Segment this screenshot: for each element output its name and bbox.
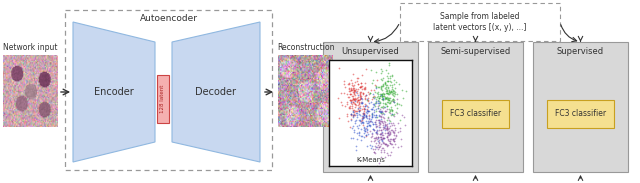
Bar — [323, 42, 418, 172]
Bar — [442, 100, 509, 128]
Text: Supervised: Supervised — [557, 46, 604, 55]
Bar — [65, 10, 272, 170]
Text: Network input: Network input — [3, 43, 58, 52]
Text: Sample from labeled
latent vectors [(x, y), ...]: Sample from labeled latent vectors [(x, … — [433, 12, 527, 32]
Bar — [428, 42, 523, 172]
Polygon shape — [73, 22, 155, 162]
Bar — [400, 3, 560, 41]
Text: Reconstruction: Reconstruction — [276, 43, 334, 52]
Bar — [533, 42, 628, 172]
Bar — [157, 75, 169, 123]
Text: FC3 classifier: FC3 classifier — [555, 109, 606, 119]
Text: Semi-supervised: Semi-supervised — [440, 46, 511, 55]
Text: FC3 classifier: FC3 classifier — [450, 109, 501, 119]
Text: Encoder: Encoder — [94, 87, 134, 97]
Text: Decoder: Decoder — [195, 87, 237, 97]
FancyArrowPatch shape — [374, 25, 399, 43]
FancyArrowPatch shape — [561, 25, 577, 42]
Text: 128 latent: 128 latent — [161, 85, 166, 113]
Text: Autoencoder: Autoencoder — [140, 14, 198, 23]
Text: Unsupervised: Unsupervised — [342, 46, 399, 55]
Polygon shape — [172, 22, 260, 162]
Bar — [547, 100, 614, 128]
